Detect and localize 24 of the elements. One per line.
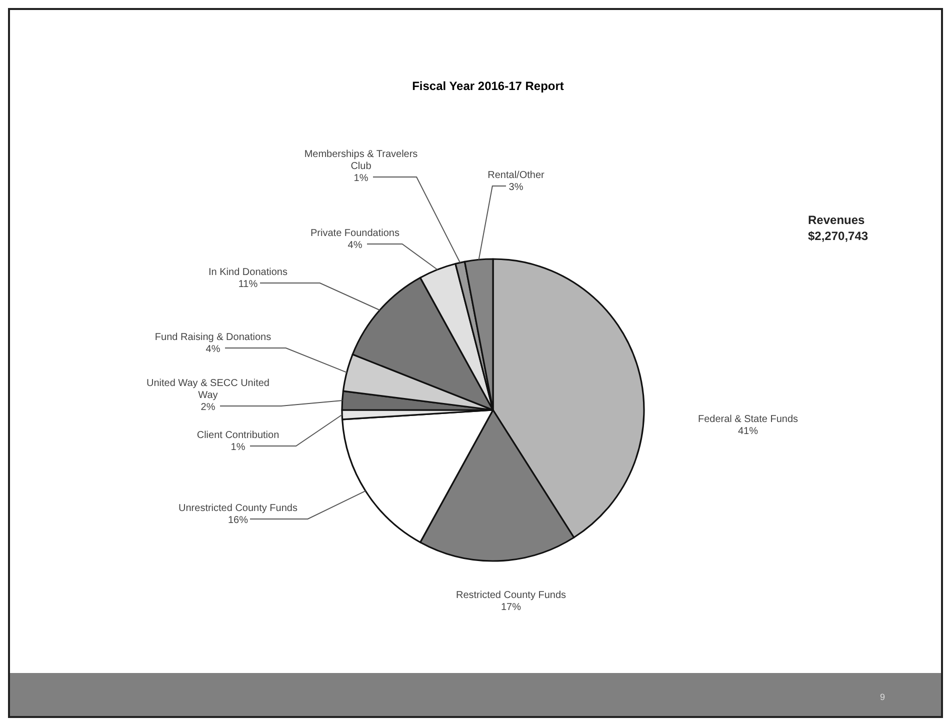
slice-label: Rental/Other [488, 170, 546, 181]
data-label: 17% [500, 602, 522, 613]
text: 9 [880, 692, 886, 702]
slice-label: Restricted County Funds [456, 590, 566, 601]
data-label: 4% [206, 344, 220, 355]
data-label: 1% [230, 442, 246, 453]
data-label: 3% [508, 182, 524, 193]
data-label: 41% [738, 426, 758, 437]
slice-label: Private Foundations [310, 228, 400, 239]
data-label: 2% [200, 402, 216, 413]
slice-label: Memberships & Travelers Club [304, 149, 418, 172]
slice-label: Unrestricted County Funds [178, 503, 298, 514]
data-label: 16% [228, 515, 248, 526]
slice-label: Fund Raising & Donations [154, 332, 272, 343]
slice-label: Federal & State Funds [698, 414, 798, 425]
slice-label: United Way & SECC United Way [146, 378, 270, 401]
chart-title: Fiscal Year 2016-17 Report [412, 79, 564, 93]
slice-label: Client Contribution [196, 430, 280, 441]
text: $2,270,743 [808, 229, 868, 243]
slice-label: In Kind Donations [208, 267, 288, 278]
data-label: 1% [354, 173, 368, 184]
text: Revenues [808, 213, 866, 227]
data-label: 11% [238, 279, 258, 290]
data-label: 4% [348, 240, 362, 251]
